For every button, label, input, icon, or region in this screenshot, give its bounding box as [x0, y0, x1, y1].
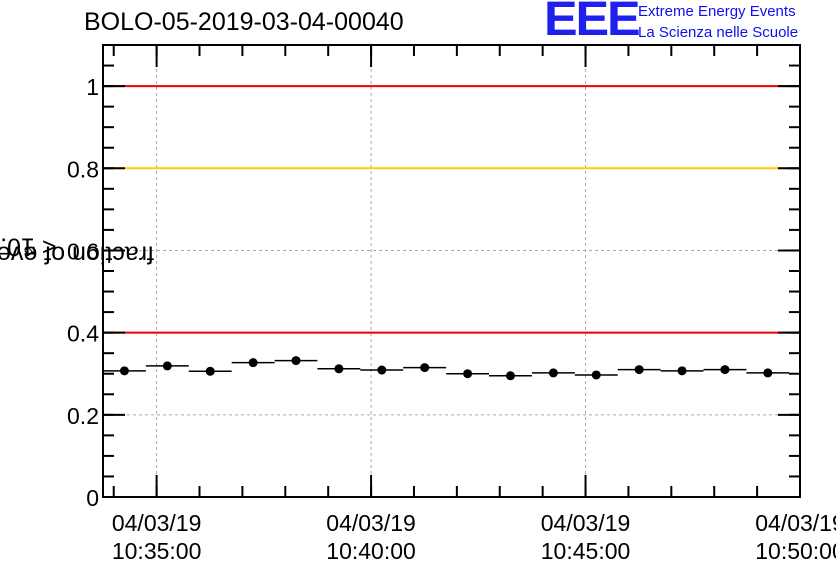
- data-point: [420, 363, 430, 373]
- data-point: [763, 368, 773, 378]
- data-point: [634, 365, 644, 375]
- data-point: [334, 364, 344, 374]
- x-tick-date-label: 04/03/19: [755, 510, 836, 536]
- data-point: [205, 366, 215, 376]
- data-point: [591, 370, 601, 380]
- x-tick-date-label: 04/03/19: [541, 510, 631, 536]
- y-tick-label: 0: [86, 485, 99, 511]
- data-point: [720, 365, 730, 375]
- x-tick-time-label: 10:45:00: [541, 538, 631, 564]
- data-point: [119, 366, 129, 376]
- chart-title: BOLO-05-2019-03-04-00040: [84, 8, 404, 36]
- y-axis-label-suffix: < 10.0: [0, 232, 57, 261]
- x-tick-time-label: 10:40:00: [326, 538, 416, 564]
- x-tick-date-label: 04/03/19: [326, 510, 416, 536]
- data-point: [291, 356, 301, 366]
- data-point: [248, 358, 258, 368]
- eee-logo: EEE: [544, 0, 641, 46]
- axis-ticks: [103, 44, 801, 498]
- reference-lines: [103, 85, 800, 334]
- tick-labels: 00.20.40.60.8104/03/1910:35:0004/03/1910…: [67, 74, 836, 564]
- data-point: [162, 361, 172, 371]
- y-tick-label: 0.6: [67, 238, 99, 264]
- logo-text-line2: La Scienza nelle Scuole: [638, 24, 799, 41]
- data-point: [677, 366, 687, 376]
- x-tick-time-label: 10:35:00: [112, 538, 202, 564]
- y-tick-label: 1: [86, 74, 99, 100]
- x-tick-time-label: 10:50:00: [755, 538, 836, 564]
- data-point: [505, 371, 515, 381]
- y-tick-label: 0.8: [67, 156, 99, 182]
- grid-lines: [103, 45, 801, 497]
- logo-text-line1: Extreme Energy Events: [638, 3, 796, 20]
- data-point: [463, 369, 473, 379]
- data-series: [103, 356, 790, 381]
- y-tick-label: 0.2: [67, 403, 99, 429]
- y-tick-label: 0.4: [67, 321, 99, 347]
- data-point: [377, 365, 387, 375]
- x-tick-date-label: 04/03/19: [112, 510, 202, 536]
- data-point: [548, 368, 558, 378]
- plot-frame: [102, 44, 801, 498]
